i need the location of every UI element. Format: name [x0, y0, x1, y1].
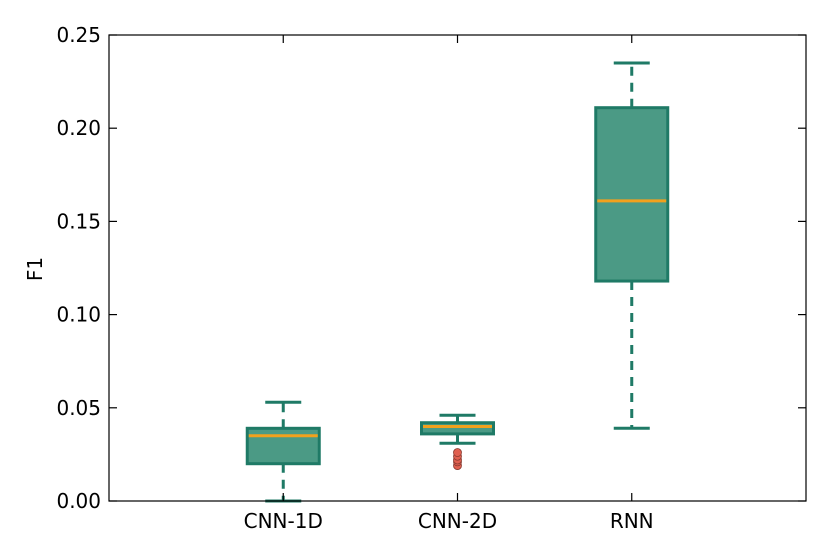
- y-tick-label: 0.00: [56, 489, 101, 513]
- y-tick-label: 0.15: [56, 209, 101, 233]
- x-tick-label: CNN-1D: [244, 509, 323, 533]
- outlier-point: [453, 448, 462, 457]
- iqr-box: [420, 421, 495, 436]
- iqr-box: [245, 426, 321, 466]
- y-tick-label: 0.25: [56, 23, 101, 47]
- x-tick-label: CNN-2D: [418, 509, 497, 533]
- axes: 0.00 0.05 0.10 0.15 0.20 0.25 CNN-1D CNN-2D RNN: [56, 23, 807, 533]
- box-rnn: [594, 61, 670, 430]
- y-tick-label: 0.10: [56, 303, 101, 327]
- x-tick-label: RNN: [610, 509, 654, 533]
- box-cnn-1d: [245, 400, 321, 503]
- y-axis-label: F1: [23, 257, 47, 281]
- iqr-box: [594, 106, 670, 283]
- plot-area: [245, 61, 670, 503]
- y-tick-label: 0.20: [56, 116, 101, 140]
- box-cnn-2d: [420, 413, 495, 470]
- y-tick-label: 0.05: [56, 396, 101, 420]
